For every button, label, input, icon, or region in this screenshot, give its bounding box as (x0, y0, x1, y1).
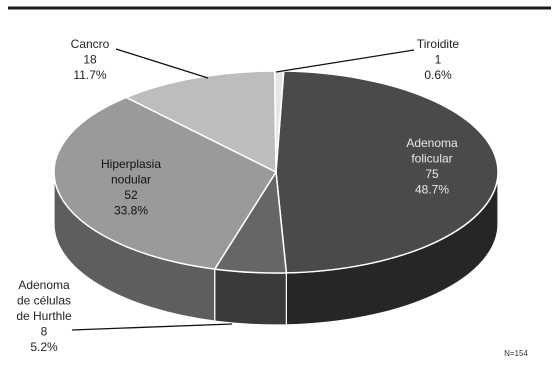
percent-label: 5.2% (30, 340, 58, 354)
category-label: folicular (411, 152, 452, 166)
category-label: Adenoma (18, 278, 70, 292)
category-label: nodular (111, 173, 151, 187)
percent-label: 48.7% (415, 183, 449, 197)
slice-label-tiroidite: Tiroidite 10.6% (417, 37, 460, 82)
pie-side-adenoma-hurthle (214, 268, 287, 326)
category-label: Adenoma (406, 136, 458, 150)
pie-slices (53, 70, 499, 274)
percent-label: 0.6% (424, 68, 452, 82)
leader-line-adenoma-hurthle (71, 323, 233, 331)
count-label: 52 (124, 188, 138, 202)
pie-sides (53, 171, 499, 326)
percent-label: 33.8% (114, 204, 148, 218)
count-label: 8 (41, 325, 48, 339)
category-label: Hiperplasia (101, 157, 161, 171)
percent-label: 11.7% (73, 68, 106, 82)
leader-lines (71, 48, 415, 331)
pie-slice-cancro (124, 70, 277, 174)
count-label: 75 (425, 167, 439, 181)
pie-slice-hiperplasia-nodular (53, 96, 278, 270)
category-label: Cancro (71, 37, 110, 51)
pie-slice-adenoma-folicular (275, 70, 499, 274)
category-label: Tiroidite (417, 37, 460, 51)
count-label: 18 (83, 53, 97, 67)
category-label: de células (17, 294, 71, 308)
count-label: 1 (435, 53, 442, 67)
leader-line-tiroidite (275, 49, 415, 73)
leader-line-cancro (115, 48, 209, 79)
sample-size-label: N=154 (504, 349, 528, 358)
category-label: de Hurthle (16, 309, 72, 323)
